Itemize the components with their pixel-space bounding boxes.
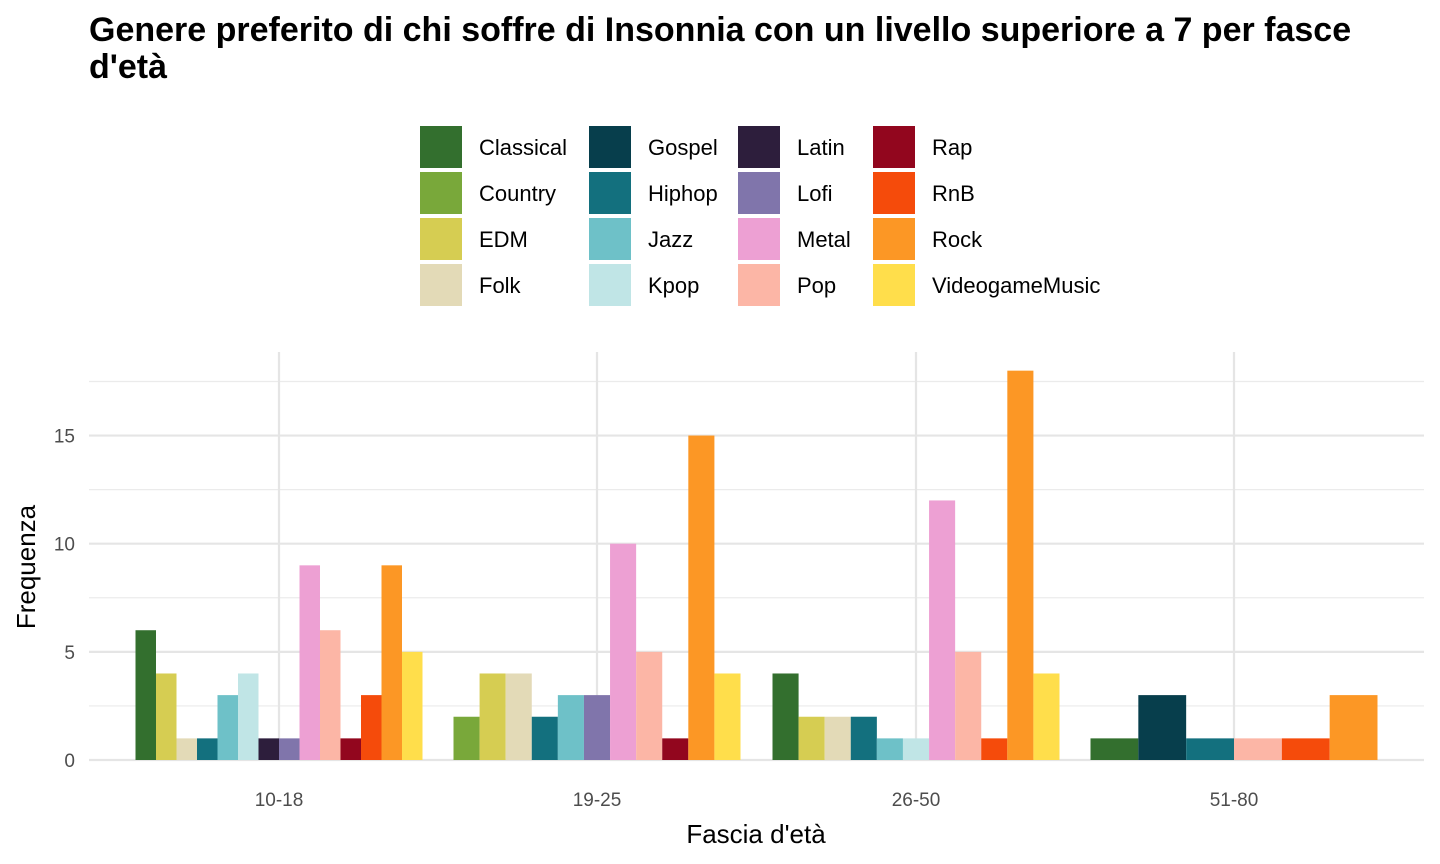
- legend-swatch: [420, 172, 462, 214]
- legend-label: Jazz: [648, 227, 694, 252]
- bar: [714, 673, 741, 760]
- bar: [1007, 370, 1034, 760]
- bar: [531, 716, 558, 760]
- bar: [583, 695, 611, 760]
- bar: [340, 738, 361, 760]
- legend-label: Country: [479, 181, 557, 206]
- x-tick-label: 26-50: [892, 790, 941, 811]
- bars: [135, 370, 1378, 760]
- bar: [361, 695, 382, 760]
- legend-label: Rap: [932, 135, 973, 160]
- bar: [662, 738, 689, 760]
- y-tick-label: 10: [54, 535, 75, 556]
- bar: [135, 630, 156, 760]
- legend-label: Hiphop: [648, 181, 718, 206]
- legend-swatch: [873, 218, 915, 260]
- bar: [238, 673, 259, 760]
- bar: [610, 543, 637, 760]
- bar: [798, 716, 825, 760]
- legend-swatch: [589, 264, 631, 306]
- bar: [156, 673, 177, 760]
- bar: [902, 738, 930, 760]
- bar: [197, 738, 218, 760]
- y-axis-ticks: 0 5 10 15: [54, 427, 75, 772]
- legend-swatch: [420, 218, 462, 260]
- bar: [981, 738, 1008, 760]
- legend-label: Classical: [479, 135, 568, 160]
- chart-title: Genere preferito di chi soffre di Insonn…: [89, 11, 1352, 86]
- bar: [505, 673, 532, 760]
- bar: [402, 651, 423, 760]
- y-axis-title: Frequenza: [11, 504, 41, 629]
- bar: [1033, 673, 1060, 760]
- bar: [876, 738, 903, 760]
- x-axis-title: Fascia d'età: [686, 819, 826, 849]
- legend-label: Pop: [797, 273, 837, 298]
- bar: [557, 695, 584, 760]
- legend-swatch: [738, 264, 780, 306]
- legend-label: Rock: [932, 227, 983, 252]
- bar: [824, 716, 851, 760]
- legend-swatch: [738, 172, 780, 214]
- legend-swatch: [420, 264, 462, 306]
- legend-swatch: [589, 126, 631, 168]
- bar: [381, 565, 402, 760]
- legend-label: Kpop: [648, 273, 700, 298]
- legend-swatch: [589, 218, 631, 260]
- legend-swatch: [873, 172, 915, 214]
- bar: [1138, 695, 1187, 760]
- bar: [1234, 738, 1282, 760]
- legend-label: Gospel: [648, 135, 718, 160]
- bar: [453, 716, 480, 760]
- legend-label: Lofi: [797, 181, 833, 206]
- bar: [1281, 738, 1330, 760]
- legend-swatch: [738, 218, 780, 260]
- legend-swatch: [420, 126, 462, 168]
- legend-label: RnB: [932, 181, 975, 206]
- major-gridlines: [89, 352, 1424, 762]
- bar: [217, 695, 238, 760]
- bar: [1090, 738, 1139, 760]
- x-tick-label: 10-18: [255, 790, 304, 811]
- bar: [320, 630, 341, 760]
- bar: [299, 565, 320, 760]
- bar: [772, 673, 799, 760]
- y-tick-label: 5: [64, 643, 75, 664]
- legend-swatch: [873, 126, 915, 168]
- bar: [955, 651, 982, 760]
- bar: [1186, 738, 1234, 760]
- bar: [176, 738, 197, 760]
- y-tick-label: 0: [64, 751, 75, 772]
- bar: [279, 738, 300, 760]
- legend-swatch: [589, 172, 631, 214]
- x-tick-label: 51-80: [1210, 790, 1259, 811]
- x-axis-ticks: 10-18 19-25 26-50 51-80: [255, 790, 1259, 811]
- bar: [688, 435, 715, 760]
- x-tick-label: 19-25: [573, 790, 622, 811]
- legend-label: VideogameMusic: [932, 273, 1101, 298]
- bar: [258, 738, 279, 760]
- legend-swatch: [873, 264, 915, 306]
- bar: [479, 673, 506, 760]
- legend-swatch: [738, 126, 780, 168]
- legend-label: Metal: [797, 227, 851, 252]
- bar: [850, 716, 877, 760]
- legend-label: Latin: [797, 135, 845, 160]
- bar: [1329, 695, 1378, 760]
- legend-label: Folk: [479, 273, 521, 298]
- bar: [929, 500, 956, 760]
- bar: [636, 651, 663, 760]
- y-tick-label: 15: [54, 427, 75, 448]
- legend-label: EDM: [479, 227, 528, 252]
